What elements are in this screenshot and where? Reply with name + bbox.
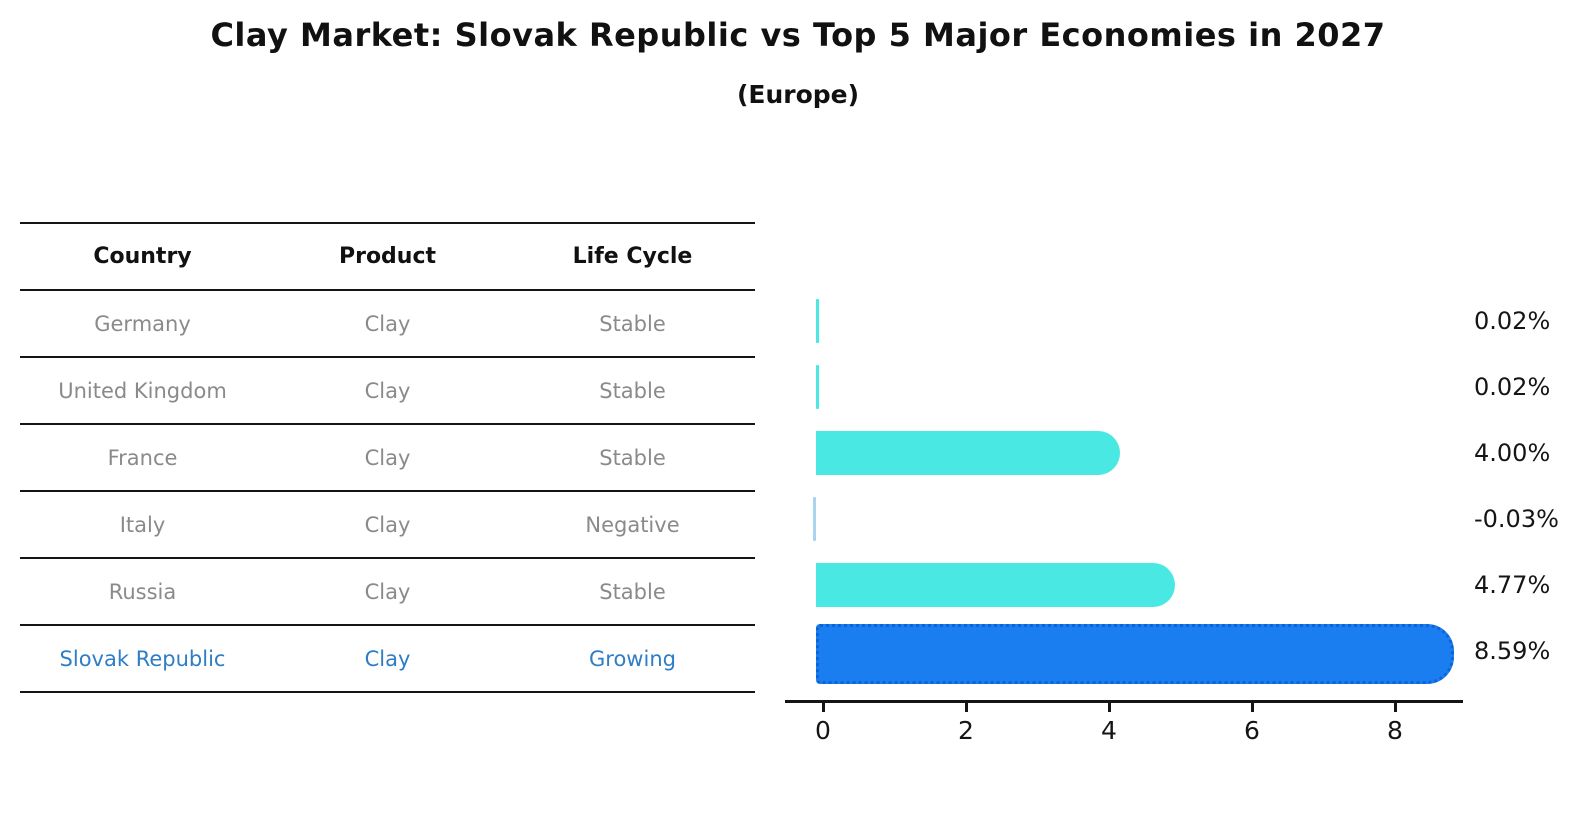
table-row-united-kingdom: United Kingdom Clay Stable (20, 358, 755, 425)
table-row-russia: Russia Clay Stable (20, 559, 755, 626)
product-cell: Clay (364, 378, 411, 403)
value-label-5: 8.59% (1474, 637, 1551, 665)
product-cell: Clay (364, 311, 411, 336)
x-tick-label-2: 4 (1101, 716, 1117, 745)
lifecycle-cell: Stable (599, 445, 666, 470)
lifecycle-cell: Stable (599, 378, 666, 403)
lifecycle-cell: Stable (599, 579, 666, 604)
bar-3 (813, 497, 816, 541)
value-label-4: 4.77% (1474, 571, 1551, 599)
value-label-3: -0.03% (1474, 505, 1559, 533)
column-header-lifecycle: Life Cycle (572, 244, 693, 269)
bar-1 (816, 365, 819, 409)
x-tick-4 (1393, 703, 1397, 712)
x-tick-1 (964, 703, 968, 712)
table-row-germany: Germany Clay Stable (20, 291, 755, 358)
product-cell: Clay (364, 579, 411, 604)
table-row-slovak-republic: Slovak Republic Clay Growing (20, 626, 755, 693)
column-header-country: Country (93, 244, 192, 269)
value-label-0: 0.02% (1474, 307, 1551, 335)
table-row-france: France Clay Stable (20, 425, 755, 492)
bar-4 (816, 563, 1176, 607)
bar-0 (816, 299, 819, 343)
product-cell: Clay (364, 512, 411, 537)
x-tick-label-4: 8 (1387, 716, 1403, 745)
country-cell: Germany (94, 311, 191, 336)
country-cell: Italy (119, 512, 166, 537)
x-tick-label-3: 6 (1244, 716, 1260, 745)
country-cell: Slovak Republic (59, 646, 226, 671)
x-tick-label-1: 2 (958, 716, 974, 745)
value-label-1: 0.02% (1474, 373, 1551, 401)
x-tick-label-0: 0 (815, 716, 831, 745)
chart-title: Clay Market: Slovak Republic vs Top 5 Ma… (210, 16, 1386, 54)
country-comparison-table: Country Product Life Cycle Germany Clay … (20, 222, 755, 693)
table-header-row: Country Product Life Cycle (20, 224, 755, 291)
x-axis-line (785, 700, 1463, 703)
country-cell: United Kingdom (58, 378, 227, 403)
value-label-2: 4.00% (1474, 439, 1551, 467)
chart-subtitle: (Europe) (736, 80, 860, 109)
table-row-italy: Italy Clay Negative (20, 492, 755, 559)
x-tick-2 (1107, 703, 1111, 712)
lifecycle-cell: Negative (585, 512, 680, 537)
product-cell: Clay (364, 646, 411, 671)
x-tick-0 (821, 703, 825, 712)
lifecycle-cell: Stable (599, 311, 666, 336)
x-tick-3 (1250, 703, 1254, 712)
country-cell: Russia (108, 579, 177, 604)
product-cell: Clay (364, 445, 411, 470)
country-cell: France (107, 445, 178, 470)
bar-5 (816, 624, 1455, 684)
column-header-product: Product (338, 244, 437, 269)
lifecycle-cell: Growing (589, 646, 676, 671)
bar-2 (816, 431, 1120, 475)
